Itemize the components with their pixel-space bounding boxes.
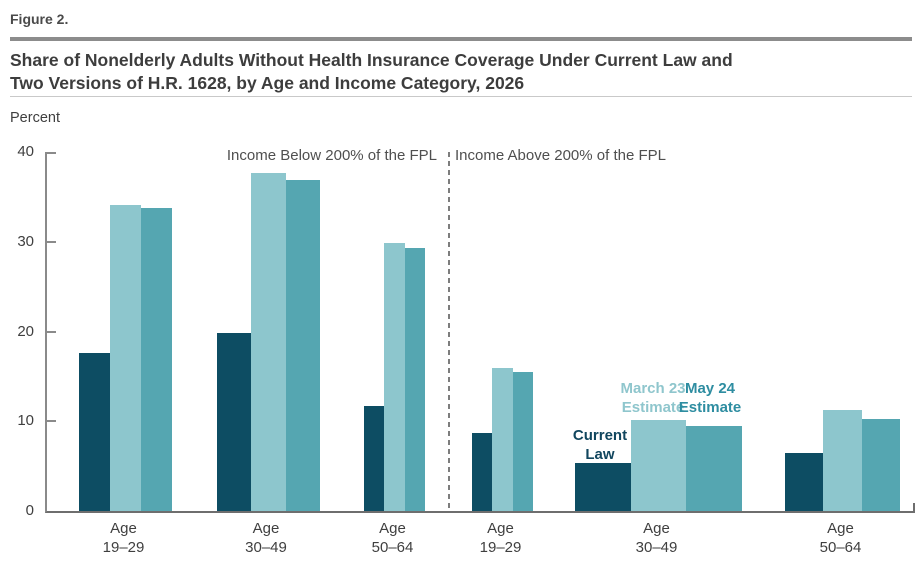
y-tick-label-0: 0	[25, 502, 34, 519]
y-tick-mark-20	[47, 331, 56, 333]
y-tick-label-40: 40	[17, 143, 34, 160]
series-label-current-law: Current Law	[572, 427, 628, 463]
series-label-may-24-estimate: May 24 Estimate	[678, 380, 742, 416]
x-tick-label-below-200-fpl-group2: Age 30–49	[245, 520, 287, 556]
bar-current-law-above-200-fpl-group2	[575, 462, 631, 511]
title-rule-thin	[10, 96, 912, 97]
header-rule-thick	[10, 37, 912, 41]
y-tick-mark-10	[47, 420, 56, 422]
x-tick-label-above-200-fpl-group2: Age 30–49	[635, 520, 678, 556]
bar-march-23-estimate-below-200-fpl-group3	[384, 242, 405, 511]
bar-current-law-below-200-fpl-group2	[217, 333, 252, 511]
bar-may-24-estimate-above-200-fpl-group2	[686, 425, 743, 511]
series-label-march-23-estimate: March 23 Estimate	[620, 380, 686, 416]
bar-may-24-estimate-above-200-fpl-group3	[861, 418, 901, 511]
x-tick-label-above-200-fpl-group1: Age 19–29	[479, 520, 522, 556]
bar-current-law-above-200-fpl-group3	[785, 452, 824, 511]
bar-may-24-estimate-below-200-fpl-group2	[285, 179, 320, 511]
figure-title: Share of Nonelderly Adults Without Healt…	[10, 49, 890, 95]
bar-march-23-estimate-below-200-fpl-group2	[251, 172, 286, 511]
bar-may-24-estimate-below-200-fpl-group3	[404, 248, 426, 511]
bar-march-23-estimate-above-200-fpl-group2	[630, 420, 687, 511]
bar-may-24-estimate-above-200-fpl-group1	[512, 371, 533, 511]
bar-current-law-above-200-fpl-group1	[472, 432, 493, 511]
bar-may-24-estimate-below-200-fpl-group1	[141, 207, 172, 511]
x-axis-right-end-tick	[913, 503, 915, 511]
bar-current-law-below-200-fpl-group1	[79, 353, 110, 511]
y-axis-title: Percent	[10, 110, 60, 126]
bar-march-23-estimate-below-200-fpl-group1	[110, 205, 141, 511]
section-label-income-below: Income Below 200% of the FPL	[226, 147, 437, 164]
x-tick-label-above-200-fpl-group3: Age 50–64	[819, 520, 862, 556]
y-tick-mark-30	[47, 241, 56, 243]
y-tick-label-10: 10	[17, 412, 34, 429]
figure-title-line2: Two Versions of H.R. 1628, by Age and In…	[10, 73, 525, 93]
x-tick-label-below-200-fpl-group1: Age 19–29	[102, 520, 145, 556]
y-tick-mark-40	[47, 152, 56, 154]
figure-number-label: Figure 2.	[10, 11, 69, 27]
plot-area	[45, 152, 915, 513]
fpl-divider-dashed-line	[448, 152, 450, 511]
y-tick-label-20: 20	[17, 323, 34, 340]
bar-march-23-estimate-above-200-fpl-group1	[492, 368, 513, 511]
bar-march-23-estimate-above-200-fpl-group3	[823, 409, 862, 511]
x-tick-label-below-200-fpl-group3: Age 50–64	[371, 520, 414, 556]
y-tick-label-30: 30	[17, 233, 34, 250]
bar-current-law-below-200-fpl-group3	[364, 406, 385, 511]
section-label-income-above: Income Above 200% of the FPL	[455, 147, 666, 164]
figure-title-line1: Share of Nonelderly Adults Without Healt…	[10, 50, 733, 70]
chart-area: Income Below 200% of the FPL Income Abov…	[0, 140, 922, 564]
